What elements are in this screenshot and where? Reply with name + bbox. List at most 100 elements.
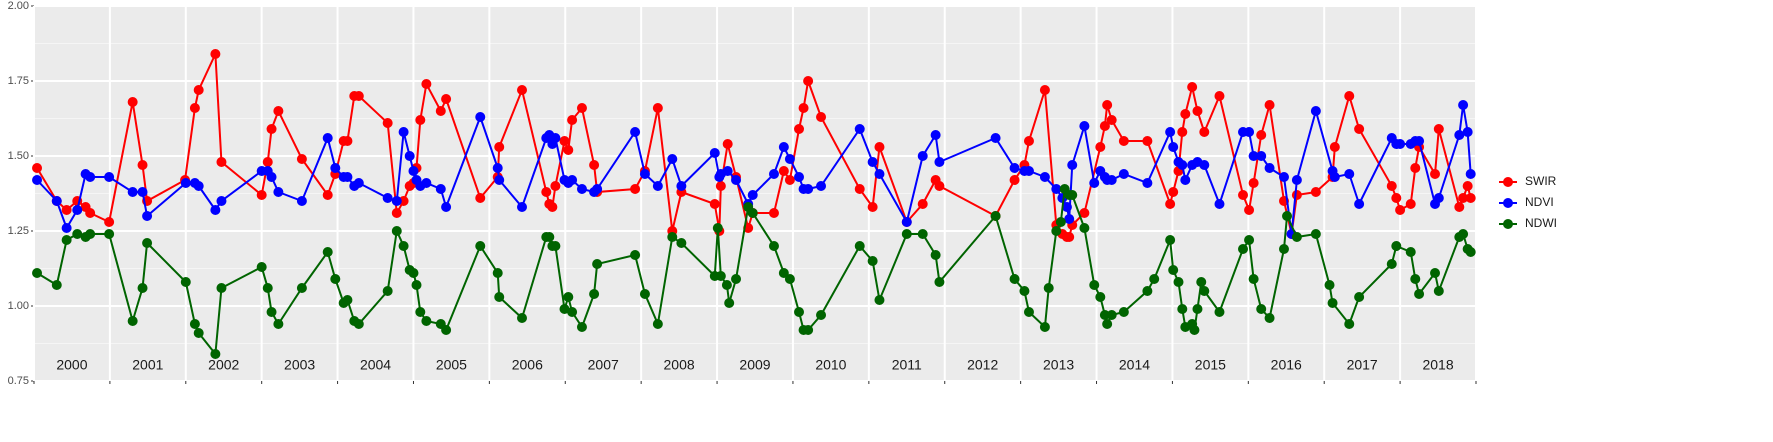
- data-point: [1433, 124, 1444, 134]
- data-point: [475, 193, 486, 203]
- data-point: [382, 286, 393, 296]
- data-point: [652, 181, 663, 191]
- data-point: [1214, 307, 1225, 317]
- data-point: [1165, 127, 1176, 137]
- legend-label: NDVI: [1525, 195, 1554, 209]
- data-point: [709, 148, 720, 158]
- data-point: [1433, 193, 1444, 203]
- data-point: [778, 142, 789, 152]
- data-point: [1278, 244, 1289, 254]
- year-label: 2004: [360, 357, 391, 373]
- data-point: [550, 133, 561, 143]
- data-point: [721, 280, 732, 290]
- data-point: [667, 232, 678, 242]
- data-point: [576, 184, 587, 194]
- data-point: [322, 247, 333, 257]
- data-point: [421, 178, 432, 188]
- data-point: [567, 175, 578, 185]
- data-point: [1354, 292, 1365, 302]
- data-point: [990, 133, 1001, 143]
- data-point: [32, 268, 43, 278]
- data-point: [273, 106, 284, 116]
- year-label: 2000: [56, 357, 87, 373]
- data-point: [1165, 199, 1176, 209]
- data-point: [731, 274, 742, 284]
- data-point: [1462, 127, 1473, 137]
- data-point: [1391, 193, 1402, 203]
- data-point: [32, 163, 43, 173]
- data-point: [353, 178, 364, 188]
- data-point: [854, 124, 865, 134]
- data-point: [778, 268, 789, 278]
- data-point: [630, 184, 641, 194]
- data-point: [589, 289, 600, 299]
- data-point: [778, 166, 789, 176]
- data-point: [1106, 310, 1117, 320]
- legend-label: SWIR: [1525, 174, 1557, 188]
- year-label: 2010: [815, 357, 846, 373]
- data-point: [127, 187, 138, 197]
- data-point: [652, 103, 663, 113]
- data-point: [1106, 175, 1117, 185]
- data-point: [1089, 280, 1100, 290]
- data-point: [874, 169, 885, 179]
- data-point: [639, 169, 650, 179]
- data-point: [1142, 136, 1153, 146]
- data-point: [266, 307, 277, 317]
- data-point: [32, 175, 43, 185]
- data-point: [784, 274, 795, 284]
- data-point: [667, 154, 678, 164]
- year-label: 2006: [512, 357, 543, 373]
- data-point: [85, 208, 96, 218]
- data-point: [1099, 121, 1110, 131]
- data-point: [715, 181, 726, 191]
- data-point: [342, 136, 353, 146]
- data-point: [296, 154, 307, 164]
- year-label: 2005: [436, 357, 467, 373]
- data-point: [494, 292, 505, 302]
- data-point: [1173, 277, 1184, 287]
- data-point: [1168, 187, 1179, 197]
- data-point: [342, 295, 353, 305]
- data-point: [210, 49, 221, 59]
- data-point: [1149, 274, 1160, 284]
- data-point: [72, 229, 83, 239]
- data-point: [1310, 106, 1321, 116]
- data-point: [1102, 100, 1113, 110]
- data-point: [517, 313, 528, 323]
- data-point: [816, 310, 827, 320]
- data-point: [61, 235, 72, 245]
- data-point: [1009, 163, 1020, 173]
- legend-marker: [1503, 198, 1513, 208]
- year-label: 2016: [1271, 357, 1302, 373]
- data-point: [1095, 292, 1106, 302]
- data-point: [492, 268, 503, 278]
- data-point: [1244, 235, 1255, 245]
- data-point: [874, 142, 885, 152]
- data-point: [934, 181, 945, 191]
- data-point: [266, 124, 277, 134]
- y-tick-label: 1.25: [8, 225, 29, 237]
- data-point: [216, 157, 227, 167]
- data-point: [61, 223, 72, 233]
- year-label: 2011: [892, 357, 922, 373]
- data-point: [550, 181, 561, 191]
- data-point: [1354, 124, 1365, 134]
- data-point: [1310, 187, 1321, 197]
- data-point: [1177, 304, 1188, 314]
- data-point: [256, 190, 267, 200]
- data-point: [391, 196, 402, 206]
- data-point: [127, 97, 138, 107]
- data-point: [867, 202, 878, 212]
- data-point: [1256, 151, 1267, 161]
- data-point: [382, 118, 393, 128]
- data-point: [563, 145, 574, 155]
- data-point: [1168, 142, 1179, 152]
- data-point: [722, 139, 733, 149]
- data-point: [917, 151, 928, 161]
- data-point: [1386, 181, 1397, 191]
- data-point: [475, 241, 486, 251]
- data-point: [1248, 151, 1259, 161]
- data-point: [104, 229, 115, 239]
